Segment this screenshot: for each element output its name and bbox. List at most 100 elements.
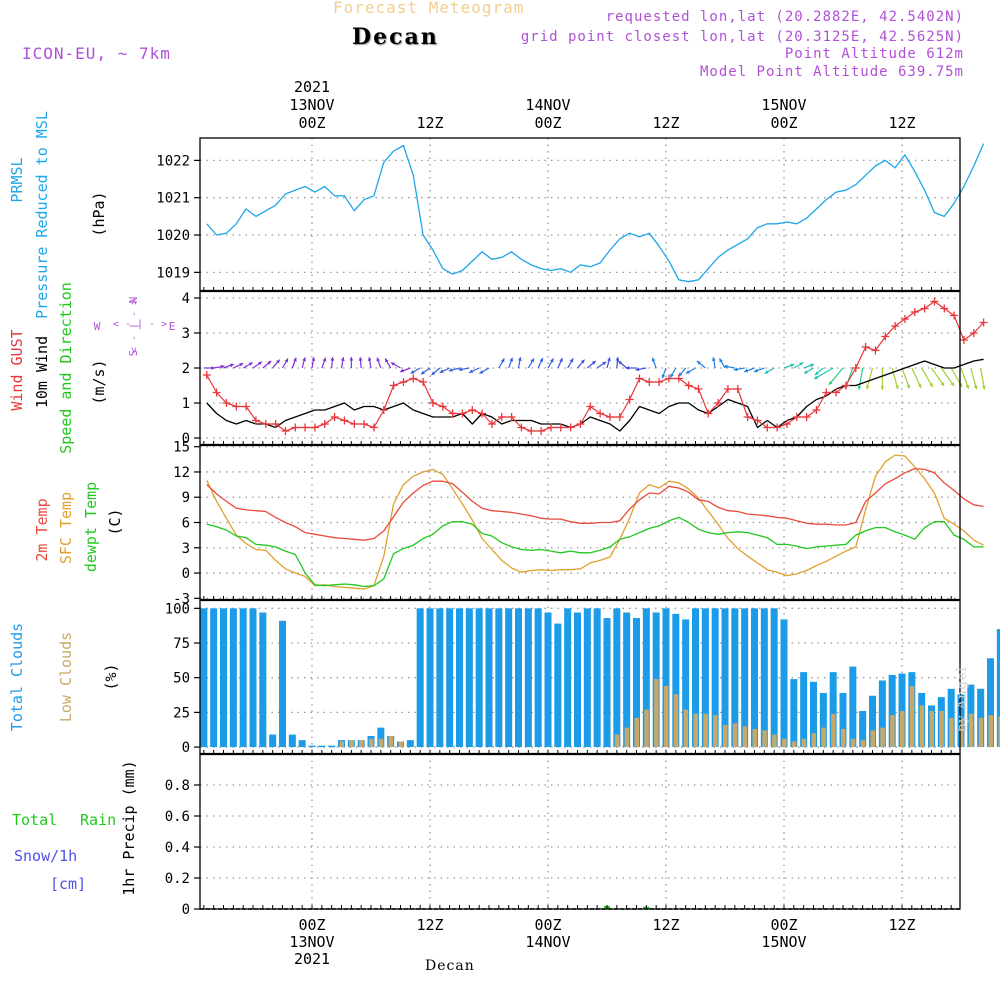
gust-marker bbox=[419, 378, 428, 386]
compass-east: E bbox=[169, 320, 176, 333]
gust-marker bbox=[881, 332, 890, 341]
low-cloud-bar bbox=[929, 710, 934, 748]
gust-marker bbox=[792, 413, 801, 421]
station-name: Decan bbox=[352, 24, 439, 50]
bottom-time-label: 12Z bbox=[888, 916, 915, 934]
low-cloud-bar bbox=[388, 735, 394, 748]
wind-arrow-head bbox=[420, 370, 425, 375]
temp-sfc-label: SFC Temp bbox=[57, 492, 75, 564]
wind-arrow-head bbox=[906, 384, 911, 389]
y-tick-label: 75 bbox=[173, 636, 190, 652]
y-tick-label: 0 bbox=[182, 566, 190, 582]
low-cloud-bar bbox=[939, 710, 944, 748]
top-time-label: 14NOV bbox=[525, 96, 570, 114]
y-tick-label: 0.4 bbox=[165, 840, 190, 856]
wind-arrow-head bbox=[311, 357, 316, 361]
y-tick-label: 0 bbox=[182, 902, 190, 918]
wind-arrow-head bbox=[248, 362, 253, 366]
y-tick-label: 4 bbox=[182, 291, 190, 307]
wind-arrow-head bbox=[973, 385, 978, 390]
wind-arrow-head bbox=[276, 359, 280, 364]
total-cloud-bar bbox=[888, 674, 896, 748]
total-cloud-bar bbox=[780, 619, 788, 748]
wind-arrow-head bbox=[625, 366, 630, 370]
gust-marker bbox=[389, 381, 398, 390]
gust-marker bbox=[959, 336, 968, 344]
low-cloud-bar bbox=[673, 694, 679, 748]
credit-watermark: by Angel bbox=[955, 666, 970, 732]
y-tick-label: 1020 bbox=[156, 228, 190, 244]
temp-dewpt-label: dewpt Temp bbox=[82, 482, 100, 572]
gust-marker bbox=[596, 409, 605, 418]
low-cloud-bar bbox=[742, 726, 748, 748]
precip-rain-label: Rain bbox=[80, 811, 116, 829]
wind-arrow-head bbox=[385, 358, 389, 363]
gust-marker bbox=[350, 420, 359, 428]
wind-arrow-head bbox=[293, 357, 297, 362]
low-cloud-bar bbox=[782, 738, 787, 748]
precip-unit-label: 1hr Precip (mm) bbox=[120, 760, 138, 895]
top-time-label: 00Z bbox=[298, 114, 325, 132]
low-cloud-bar bbox=[614, 734, 620, 748]
gust-marker bbox=[773, 423, 782, 432]
gust-marker bbox=[851, 364, 860, 372]
bottom-time-label: 12Z bbox=[416, 916, 443, 934]
wind-arrow-head bbox=[358, 357, 363, 361]
wind-arrow-head bbox=[569, 358, 574, 363]
total-cloud-bar bbox=[426, 608, 434, 748]
wind-direction-arrow bbox=[940, 367, 955, 387]
total-clouds-label: Total Clouds bbox=[8, 623, 26, 731]
total-cloud-bar bbox=[721, 608, 729, 748]
wind-arrow-head bbox=[724, 364, 728, 369]
low-cloud-bar bbox=[821, 727, 826, 748]
gust-marker bbox=[291, 423, 300, 432]
gust-marker bbox=[841, 381, 850, 390]
pressure-label-msl: Pressure Reduced to MSL bbox=[33, 111, 51, 319]
wind-direction-arrow bbox=[813, 367, 834, 380]
total-cloud-bar bbox=[288, 734, 296, 748]
wind-arrow-head bbox=[340, 357, 345, 361]
total-cloud-bar bbox=[770, 608, 778, 748]
total-cloud-bar bbox=[485, 608, 493, 748]
low-cloud-bar bbox=[860, 740, 866, 748]
low-cloud-bar bbox=[880, 727, 885, 748]
low-cloud-bar bbox=[791, 741, 797, 748]
gust-marker bbox=[812, 406, 821, 414]
low-cloud-bar bbox=[850, 738, 856, 748]
total-cloud-bar bbox=[554, 623, 562, 748]
compass-north: N bbox=[127, 297, 140, 304]
bottom-time-label: 00Z bbox=[534, 916, 561, 934]
wind-arrow-head bbox=[661, 374, 666, 379]
total-cloud-bar bbox=[308, 745, 316, 748]
wind-arrow-head bbox=[880, 386, 885, 390]
y-tick-label: 1 bbox=[182, 396, 190, 412]
total-cloud-bar bbox=[672, 613, 680, 748]
total-cloud-bar bbox=[279, 620, 286, 748]
total-cloud-bar bbox=[682, 619, 690, 748]
y-tick-label: 0 bbox=[182, 740, 190, 756]
wind-arrow-head bbox=[828, 380, 833, 385]
y-tick-label: 1022 bbox=[156, 153, 190, 169]
total-cloud-bar bbox=[475, 608, 483, 748]
gust-marker bbox=[556, 423, 565, 432]
low-cloud-bar bbox=[654, 679, 659, 748]
wind-speed-direction-label: Speed and Direction bbox=[57, 282, 75, 454]
y-tick-label: -3 bbox=[173, 591, 190, 607]
wind-arrow-head bbox=[349, 357, 354, 361]
wind-arrow-head bbox=[764, 370, 769, 374]
top-time-label: 00Z bbox=[770, 114, 797, 132]
bottom-time-label: 12Z bbox=[652, 916, 679, 934]
wind-direction-arrow bbox=[901, 367, 911, 389]
low-cloud-bar bbox=[398, 741, 403, 748]
wind-arrow-head bbox=[607, 357, 611, 362]
gust-marker bbox=[605, 413, 614, 421]
wind-arrow-head bbox=[431, 371, 436, 376]
total-cloud-bar bbox=[692, 608, 699, 748]
low-cloud-bar bbox=[870, 730, 875, 748]
wind-arrow-head bbox=[458, 367, 463, 372]
total-cloud-bar bbox=[996, 629, 1000, 748]
bottom-time-label: 15NOV bbox=[761, 933, 806, 951]
total-cloud-bar bbox=[662, 608, 670, 748]
gust-marker bbox=[802, 413, 811, 421]
total-cloud-bar bbox=[583, 608, 591, 748]
